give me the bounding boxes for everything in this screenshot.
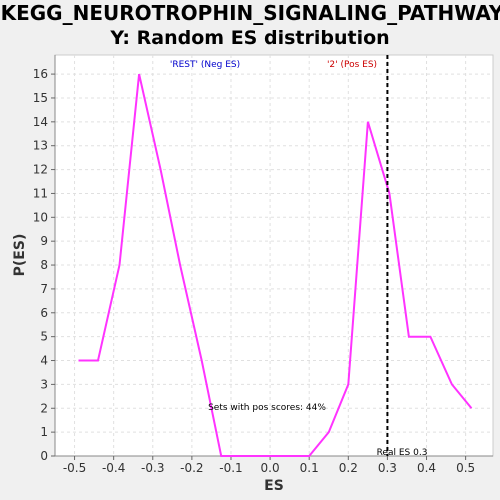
y-tick-label: 2 [40, 401, 48, 415]
x-ticks: -0.5 -0.4 -0.3 -0.2 -0.1 0.0 0.1 0.2 0.3 0.4 0.5 [63, 456, 475, 475]
chart-subtitle: Y: Random ES distribution [109, 27, 389, 49]
x-tick-label: 0.1 [300, 461, 319, 475]
x-tick-label: 0.2 [339, 461, 358, 475]
x-tick-label: -0.4 [102, 461, 125, 475]
series-line [78, 73, 473, 457]
grid [55, 55, 493, 457]
x-tick-label: 0.0 [261, 461, 280, 475]
y-tick-label: 4 [40, 354, 48, 368]
x-tick-label: -0.1 [219, 461, 242, 475]
x-tick-label: 0.4 [417, 461, 436, 475]
y-tick-label: 9 [40, 234, 48, 248]
neg-es-label: 'REST' (Neg ES) [170, 60, 240, 70]
x-tick-label: -0.5 [63, 461, 86, 475]
y-tick-label: 16 [33, 67, 48, 81]
y-tick-label: 10 [33, 210, 48, 224]
x-tick-label: 0.3 [378, 461, 397, 475]
x-axis-label: ES [264, 478, 284, 494]
y-tick-label: 1 [40, 425, 48, 439]
y-tick-label: 6 [40, 306, 48, 320]
pos-scores-label: Sets with pos scores: 44% [208, 403, 326, 413]
y-tick-label: 14 [33, 115, 48, 129]
x-tick-label: -0.2 [180, 461, 203, 475]
y-tick-label: 11 [33, 186, 48, 200]
y-tick-label: 12 [33, 163, 48, 177]
y-tick-label: 3 [40, 377, 48, 391]
x-tick-label: 0.5 [456, 461, 475, 475]
y-tick-label: 5 [40, 330, 48, 344]
y-tick-label: 8 [40, 258, 48, 272]
x-tick-label: -0.3 [141, 461, 164, 475]
y-tick-label: 7 [40, 282, 48, 296]
pos-es-label: '2' (Pos ES) [327, 60, 377, 70]
y-tick-label: 15 [33, 91, 48, 105]
y-axis-label: P(ES) [12, 234, 28, 277]
chart-title: KEGG_NEUROTROPHIN_SIGNALING_PATHWAY [1, 1, 500, 25]
y-tick-label: 13 [33, 139, 48, 153]
y-tick-label: 0 [40, 449, 48, 463]
real-es-label: Real ES 0.3 [377, 448, 428, 458]
series-layer [78, 73, 473, 457]
